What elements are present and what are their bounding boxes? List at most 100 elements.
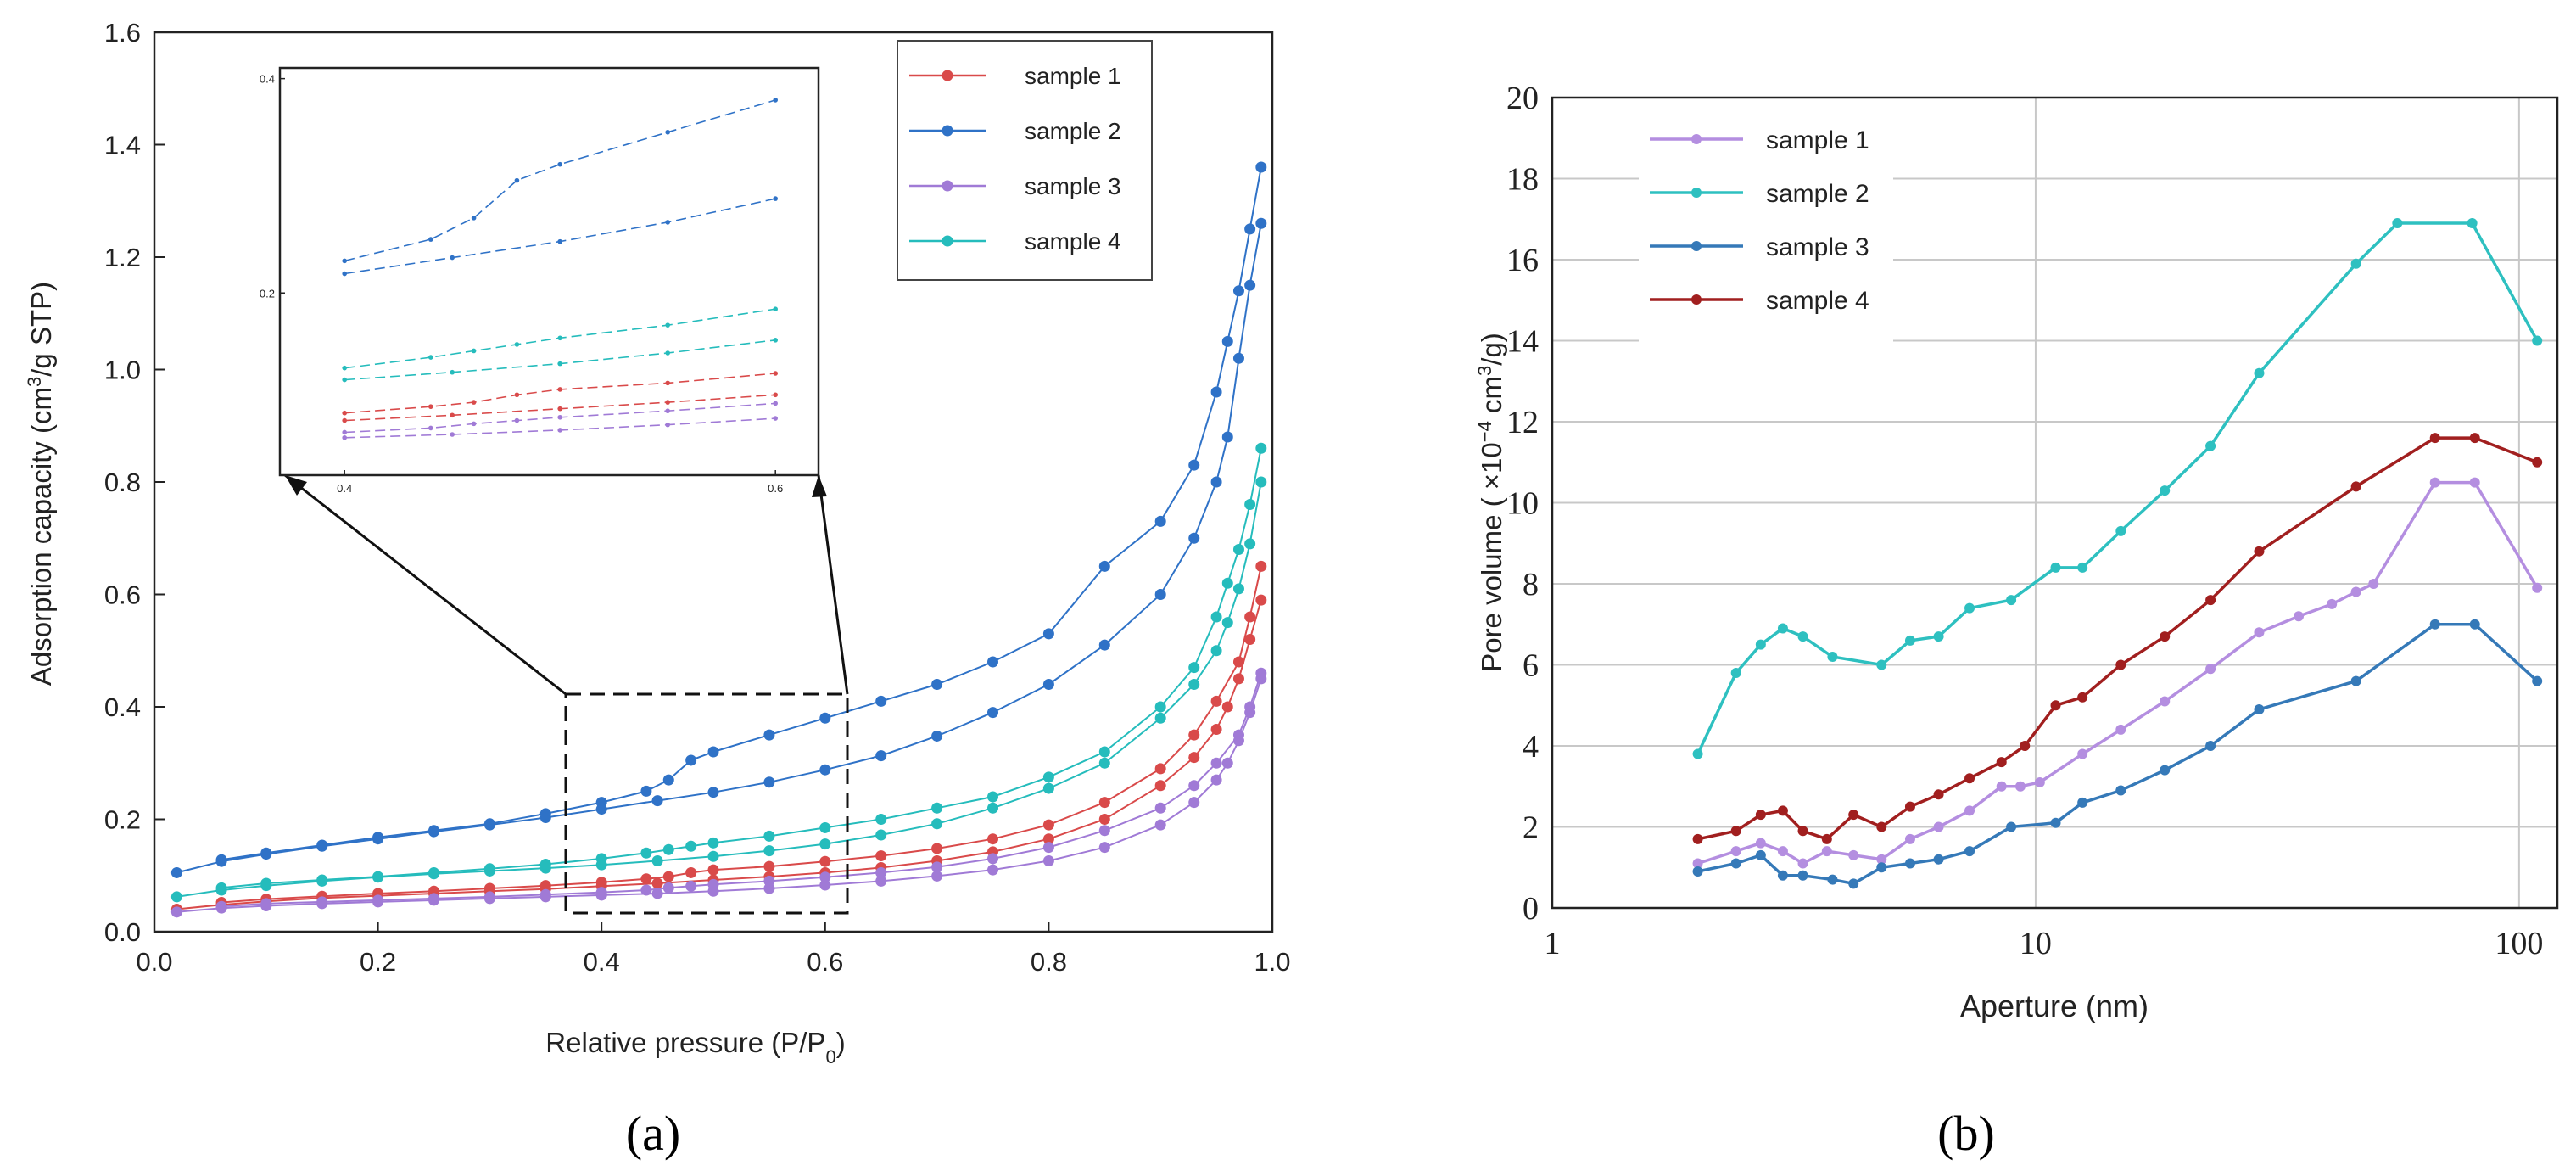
inset: 0.4 0.6 0.2 0.4	[260, 66, 820, 495]
panel-a-series	[170, 161, 1267, 918]
series-point	[2034, 776, 2045, 787]
series-point	[1797, 858, 1808, 869]
inset-desorption-point	[557, 161, 562, 167]
series-point	[1964, 805, 1975, 816]
adsorption-point	[1098, 842, 1110, 854]
series-point	[1730, 826, 1741, 837]
panel-b-y-axis-title: Pore volume ( ×10−4 cm3/g)	[1474, 333, 1508, 672]
adsorption-point	[651, 855, 663, 867]
zoom-box	[564, 692, 849, 915]
zoom-arrow-right	[817, 474, 849, 695]
series-point	[2392, 218, 2403, 229]
desorption-point	[819, 855, 831, 867]
series-point	[1777, 805, 1788, 816]
legend-label: sample 4	[1766, 287, 1869, 315]
zoom-arrowhead-right	[812, 475, 827, 497]
desorption-point	[316, 896, 328, 908]
series-point	[1904, 858, 1915, 869]
inset-x-tick-label: 0.4	[337, 482, 352, 495]
series-point	[1964, 846, 1975, 857]
adsorption-point	[1255, 217, 1267, 229]
adsorption-point	[819, 764, 831, 776]
desorption-point	[428, 893, 439, 905]
inset-adsorption-point	[342, 377, 348, 383]
desorption-point	[1098, 560, 1110, 572]
y-tick-label: 16	[1506, 243, 1539, 278]
legend-item-sample-4: sample 4	[909, 228, 1121, 255]
adsorption-point	[1188, 797, 1200, 809]
series-point	[1777, 870, 1788, 881]
desorption-point	[987, 791, 998, 803]
inset-desorption-point	[342, 258, 348, 264]
inset-x-tick-label: 0.6	[768, 482, 783, 495]
legend-item-sample-1: sample 1	[1650, 126, 1869, 154]
series-point	[2254, 367, 2265, 378]
inset-desorption-point	[665, 322, 670, 328]
desorption-point	[1244, 701, 1256, 713]
series-point	[2077, 692, 2088, 703]
legend-label: sample 2	[1025, 118, 1121, 144]
series-point	[1904, 801, 1915, 812]
x-tick-label: 1.0	[1254, 947, 1290, 977]
series-point	[1876, 821, 1887, 832]
series-point	[2020, 741, 2031, 751]
y-tick-label: 4	[1523, 729, 1539, 765]
inset-series	[342, 98, 778, 440]
y-tick-label: 1.2	[104, 243, 141, 272]
adsorption-point	[651, 888, 663, 899]
legend-item-sample-2: sample 2	[909, 118, 1121, 144]
desorption-point	[1154, 763, 1166, 775]
y-tick-label: 8	[1523, 567, 1539, 602]
desorption-point	[707, 878, 719, 890]
desorption-point	[1154, 802, 1166, 814]
series-point	[1996, 781, 2007, 792]
series-point	[1797, 870, 1808, 881]
y-tick-label: 14	[1506, 324, 1539, 360]
adsorption-point	[819, 838, 831, 850]
inset-desorption-point	[773, 98, 778, 103]
adsorption-point	[1210, 774, 1222, 786]
x-tick-label: 0.2	[360, 947, 396, 977]
y-tick-label: 12	[1506, 405, 1539, 440]
adsorption-point	[1221, 617, 1233, 629]
adsorption-point	[1098, 757, 1110, 769]
series-point	[1821, 833, 1832, 844]
x-tick-label: 10	[2020, 926, 2052, 961]
series-point	[1964, 773, 1975, 784]
adsorption-point	[1098, 814, 1110, 825]
series-point	[2532, 335, 2543, 346]
series-point	[1692, 748, 1703, 759]
desorption-point	[987, 656, 998, 668]
inset-desorption-point	[471, 421, 477, 427]
legend-swatch-marker	[942, 70, 953, 81]
inset-desorption-point	[773, 371, 778, 376]
desorption-point	[260, 877, 272, 889]
desorption-point	[640, 884, 652, 896]
legend-label: sample 3	[1766, 233, 1869, 261]
desorption-point	[1210, 386, 1222, 398]
inset-desorption-point	[342, 410, 348, 416]
legend-label: sample 1	[1766, 126, 1869, 154]
adsorption-point	[1098, 639, 1110, 651]
desorption-point	[1042, 628, 1054, 640]
series-point	[2429, 477, 2440, 488]
series-point	[1692, 833, 1703, 844]
series-point	[1848, 810, 1859, 821]
series-3	[170, 667, 1267, 918]
inset-y-tick-label: 0.2	[260, 287, 275, 300]
series-point	[2469, 433, 2480, 444]
series-point	[2077, 562, 2088, 573]
legend-item-sample-2: sample 2	[1650, 180, 1869, 208]
series-point	[1876, 862, 1887, 873]
legend-swatch-marker	[1691, 241, 1702, 251]
desorption-point	[1255, 560, 1267, 572]
adsorption-point	[987, 802, 998, 814]
series-point	[1933, 789, 1944, 800]
series-point	[2205, 741, 2216, 751]
y-tick-label: 10	[1506, 486, 1539, 522]
series-point	[2205, 595, 2216, 606]
inset-desorption-point	[665, 129, 670, 135]
desorption-point	[763, 729, 775, 741]
x-tick-label: 0.8	[1031, 947, 1067, 977]
series-point	[2115, 525, 2126, 536]
